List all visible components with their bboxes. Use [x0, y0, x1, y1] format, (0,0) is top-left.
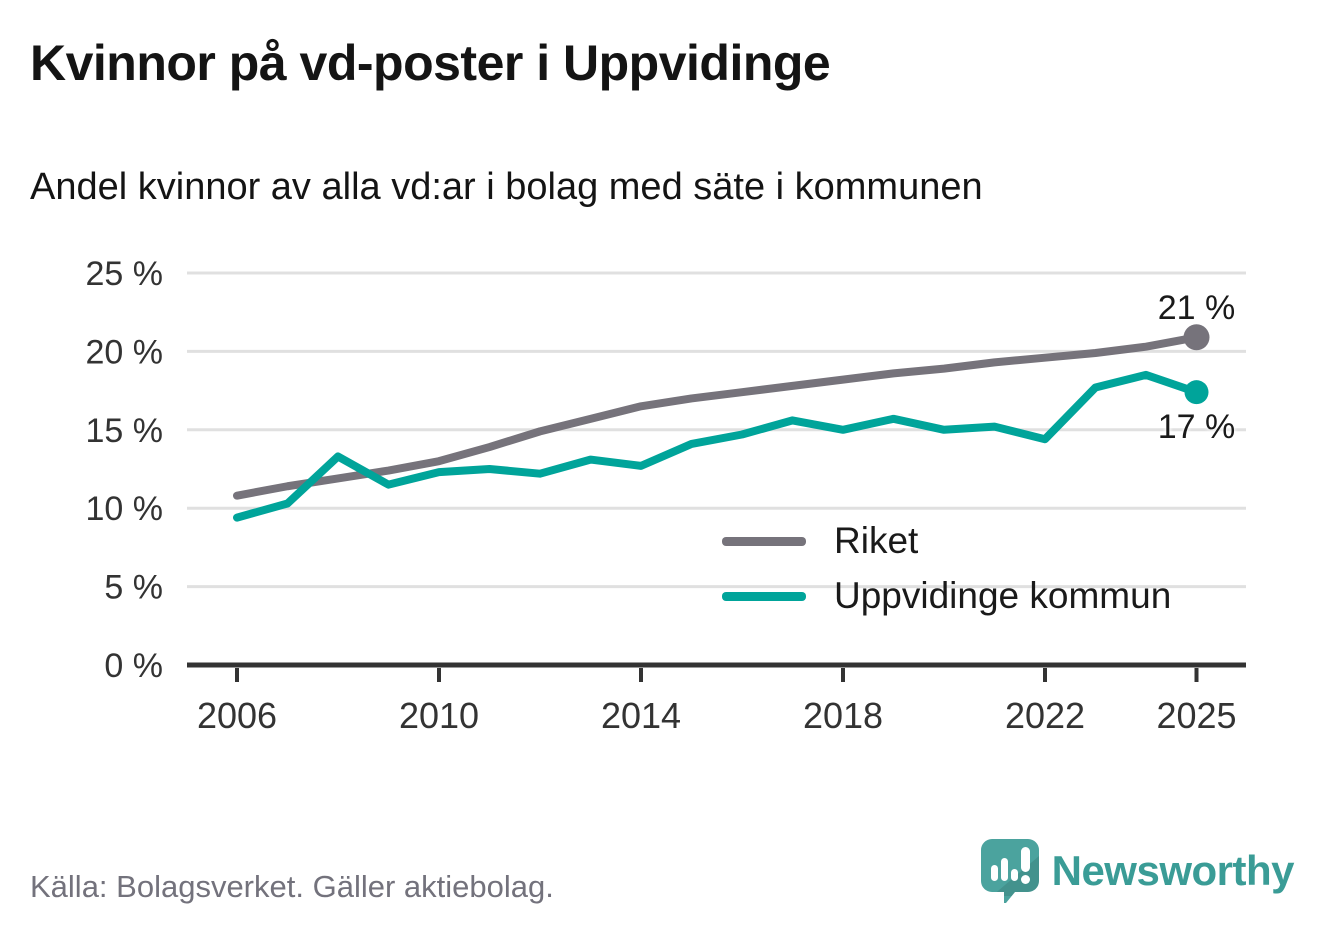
legend-item-uppvidinge: Uppvidinge kommun [722, 575, 1171, 617]
series-line-uppvidinge [233, 370, 1201, 522]
chart-legend: Riket Uppvidinge kommun [722, 520, 1171, 617]
legend-item-riket: Riket [722, 520, 1171, 562]
y-tick-label-5: 5 % [104, 569, 163, 607]
x-tick-label-2006: 2006 [197, 695, 277, 736]
x-tick-label-2010: 2010 [399, 695, 479, 736]
end-value-label-riket: 21 % [1157, 289, 1236, 328]
chart-subtitle: Andel kvinnor av alla vd:ar i bolag med … [30, 166, 983, 208]
newsworthy-brand: Newsworthy [980, 838, 1295, 904]
series-line-riket [233, 333, 1201, 500]
newsworthy-logo-icon [980, 839, 1039, 903]
chart-title: Kvinnor på vd-poster i Uppvidinge [30, 35, 831, 91]
x-tick-label-2014: 2014 [601, 695, 681, 736]
y-tick-label-10: 10 % [86, 490, 164, 528]
x-tick-label-2025: 2025 [1156, 695, 1236, 736]
source-note: Källa: Bolagsverket. Gäller aktiebolag. [30, 869, 554, 904]
y-tick-label-25: 25 % [86, 255, 164, 293]
legend-label-riket: Riket [834, 520, 919, 561]
legend-swatch-uppvidinge [722, 591, 806, 601]
newsworthy-wordmark: Newsworthy [1051, 847, 1295, 894]
legend-label-uppvidinge: Uppvidinge kommun [834, 575, 1172, 616]
x-tick-label-2018: 2018 [803, 695, 883, 736]
legend-swatch-riket [722, 536, 806, 546]
series-end-marker-riket [1183, 324, 1210, 351]
y-tick-label-20: 20 % [86, 333, 164, 371]
y-tick-label-0: 0 % [104, 647, 163, 685]
x-tick-label-2022: 2022 [1005, 695, 1085, 736]
end-value-label-uppvidinge: 17 % [1157, 408, 1236, 447]
series-end-marker-uppvidinge [1184, 380, 1209, 405]
y-tick-label-15: 15 % [86, 412, 164, 450]
